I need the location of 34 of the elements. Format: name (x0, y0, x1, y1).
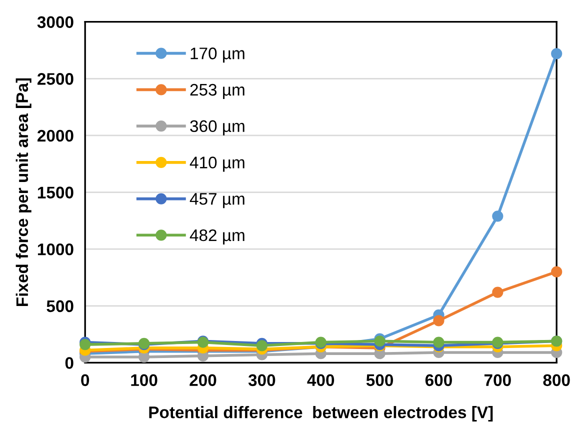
y-tick-label: 0 (65, 357, 74, 369)
x-tick-label: 800 (543, 374, 570, 386)
legend-label: 410 µm (190, 156, 244, 172)
point (80, 338, 91, 350)
y-tick-label: 2000 (37, 130, 74, 142)
x-tick-label: 600 (425, 374, 452, 386)
point (138, 351, 150, 363)
x-axis-title: Potential difference between electrodes [V] (149, 406, 493, 422)
x-tick-label: 400 (307, 374, 334, 386)
y-tick-label: 3000 (37, 16, 74, 28)
legend-label: 482 µm (190, 229, 244, 244)
x-tick-label: 300 (248, 374, 276, 386)
y-tick-label: 2500 (37, 73, 74, 85)
point (433, 315, 444, 326)
point (256, 340, 268, 352)
point (374, 336, 386, 347)
y-tick-label: 1500 (38, 186, 74, 198)
x-tick-label: 700 (484, 374, 511, 386)
legend-label: 253 µm (190, 84, 244, 99)
point (551, 48, 562, 60)
x-tick-label: 100 (131, 374, 158, 386)
legend-label: 170 µm (190, 48, 244, 63)
x-tick-label: 0 (81, 374, 90, 386)
point (433, 336, 444, 348)
legend-label: 457 µm (190, 193, 244, 208)
point (492, 286, 504, 298)
point (492, 210, 504, 222)
legend-label: 360 µm (190, 120, 244, 136)
point (551, 266, 562, 278)
x-tick-label: 200 (190, 374, 216, 386)
y-axis-title: Fixed force per unit area [Pa] (16, 78, 32, 306)
y-tick-label: 500 (46, 300, 74, 312)
x-tick-label: 500 (366, 374, 394, 386)
y-tick-label: 1000 (38, 243, 74, 256)
